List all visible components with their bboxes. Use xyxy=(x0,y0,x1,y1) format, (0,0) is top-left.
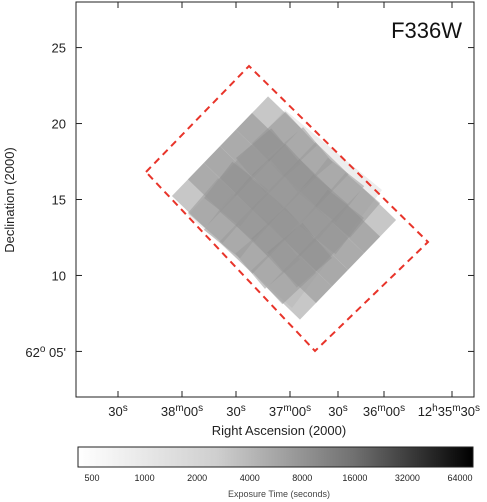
exposure-map xyxy=(171,96,397,320)
colorbar-tick-label: 16000 xyxy=(342,473,367,483)
colorbar-tick-label: 500 xyxy=(84,473,99,483)
y-tick-label: 25 xyxy=(52,41,66,56)
colorbar-tick-label: 2000 xyxy=(187,473,207,483)
y-tick-label: 15 xyxy=(52,193,66,208)
x-tick-label: 30s xyxy=(108,403,127,419)
y-tick-label: 10 xyxy=(52,268,66,283)
colorbar-tick-label: 32000 xyxy=(395,473,420,483)
y-origin-deg: 62 xyxy=(25,345,39,360)
exposure-tile xyxy=(266,254,332,320)
x-axis-title: Right Ascension (2000) xyxy=(212,423,346,438)
colorbar-tick-label: 4000 xyxy=(240,473,260,483)
y-axis-title: Declination (2000) xyxy=(2,147,17,253)
x-tick-label: 38m00s xyxy=(161,403,203,419)
y-tick-label: 20 xyxy=(52,117,66,132)
x-axis xyxy=(117,2,453,397)
colorbar-tick-label: 8000 xyxy=(292,473,312,483)
colorbar-tick-label: 64000 xyxy=(447,473,472,483)
filter-label: F336W xyxy=(391,18,462,43)
x-tick-label: 36m00s xyxy=(363,403,405,419)
x-tick-label: 30s xyxy=(226,403,245,419)
colorbar-title: Exposure Time (seconds) xyxy=(228,489,330,499)
colorbar-ticks: 500 1000 2000 4000 8000 16000 32000 64000 xyxy=(84,473,472,483)
y-origin-label: 62o 05' xyxy=(25,344,66,360)
y-axis: 10 15 20 25 xyxy=(52,41,474,352)
y-origin-deg-mark: o xyxy=(40,344,46,355)
x-tick-label: 12h35m30s xyxy=(418,403,480,419)
colorbar-tick-label: 1000 xyxy=(135,473,155,483)
x-tick-label: 37m00s xyxy=(269,403,311,419)
x-tick-label: 30s xyxy=(328,403,347,419)
footprint-outline xyxy=(144,64,430,353)
colorbar xyxy=(77,446,474,468)
y-origin-rest: 05' xyxy=(45,345,66,360)
